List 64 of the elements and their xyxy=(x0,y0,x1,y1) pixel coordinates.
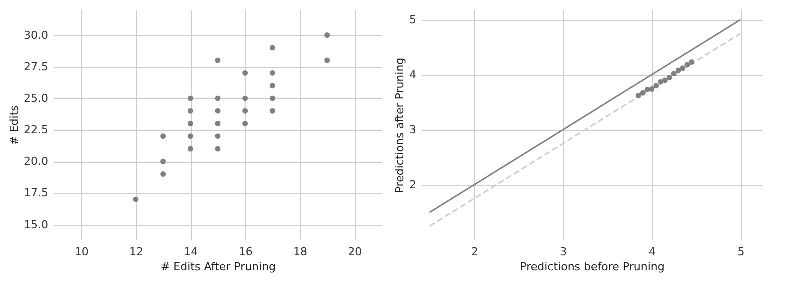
point xyxy=(684,62,690,68)
point xyxy=(215,96,221,102)
point xyxy=(160,134,166,140)
point xyxy=(242,121,248,126)
point xyxy=(215,108,221,114)
x-tick-label: 12 xyxy=(130,246,144,258)
y-tick-label: 15.0 xyxy=(24,218,48,232)
y-tick-label: 5 xyxy=(410,13,416,26)
point xyxy=(160,172,166,178)
point xyxy=(188,146,194,152)
point xyxy=(644,87,650,93)
point xyxy=(133,196,139,202)
point xyxy=(270,96,276,102)
point xyxy=(242,108,248,114)
point xyxy=(636,93,642,99)
y-tick-label: 27.5 xyxy=(24,60,48,74)
y-tick-label: 22.5 xyxy=(24,124,48,137)
x-tick-label: 16 xyxy=(238,246,253,258)
point xyxy=(215,146,221,152)
point xyxy=(662,78,668,84)
x-tick-label: 14 xyxy=(184,246,198,258)
point xyxy=(215,121,221,126)
y-tick-label: 4 xyxy=(410,68,416,82)
point xyxy=(640,90,646,96)
point xyxy=(188,134,194,140)
x-tick-label: 3 xyxy=(560,246,568,258)
point xyxy=(680,66,686,72)
x-tick-label: 4 xyxy=(648,246,656,258)
point xyxy=(270,83,276,89)
point xyxy=(654,83,660,89)
point xyxy=(160,158,166,164)
point xyxy=(242,70,248,76)
point xyxy=(671,71,677,77)
point xyxy=(188,96,194,102)
y-tick-label: 25.0 xyxy=(24,92,48,105)
point xyxy=(215,134,221,140)
point xyxy=(689,60,695,66)
y-axis-title: # Edits xyxy=(8,105,22,146)
x-tick-label: 18 xyxy=(294,246,308,258)
y-tick-label: 30.0 xyxy=(24,28,48,42)
point xyxy=(270,45,276,51)
y-tick-label: 3 xyxy=(410,123,416,136)
point xyxy=(188,121,194,126)
y-tick-label: 17.5 xyxy=(24,186,48,200)
point xyxy=(242,96,248,102)
point xyxy=(666,74,672,80)
point xyxy=(649,86,655,92)
y-axis-title: Predictions after Pruning xyxy=(394,58,406,194)
point xyxy=(658,79,664,85)
point xyxy=(270,70,276,76)
point xyxy=(324,32,330,38)
x-tick-label: 2 xyxy=(471,246,478,258)
y-tick-label: 20.0 xyxy=(24,155,48,168)
x-tick-label: 20 xyxy=(348,246,362,258)
x-tick-label: 5 xyxy=(738,246,745,258)
x-axis-title: Predictions before Pruning xyxy=(520,260,665,274)
point xyxy=(676,68,682,74)
point xyxy=(270,108,276,114)
y-tick-label: 2 xyxy=(410,178,416,192)
point xyxy=(215,58,221,64)
point xyxy=(324,58,330,64)
point xyxy=(188,108,194,114)
x-tick-label: 10 xyxy=(74,246,89,258)
x-axis-title: # Edits After Pruning xyxy=(160,260,276,274)
